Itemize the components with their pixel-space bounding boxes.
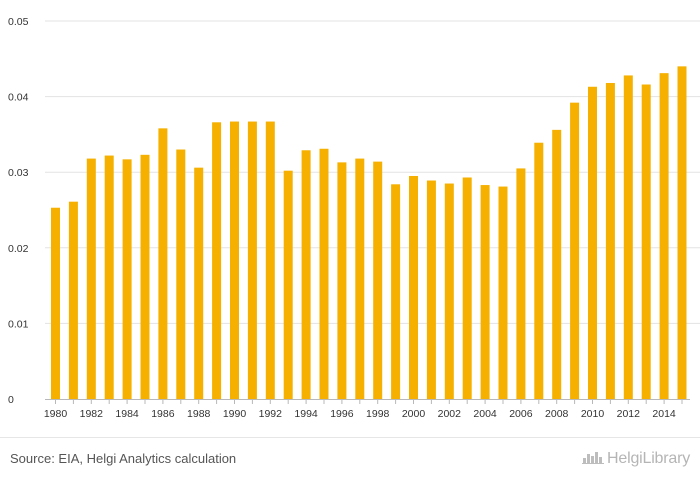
x-tick-label: 1982 [80, 408, 104, 420]
bar-2007[interactable] [534, 142, 544, 399]
x-tick-label: 1986 [151, 408, 175, 420]
library-icon [582, 448, 605, 469]
bar-2009[interactable] [570, 102, 580, 400]
x-tick-label: 1980 [44, 408, 68, 420]
bar-1990[interactable] [230, 121, 239, 400]
bar-2001[interactable] [426, 180, 436, 399]
bar-2015[interactable] [677, 66, 687, 400]
bars [51, 66, 687, 400]
bar-2011[interactable] [605, 82, 615, 400]
x-tick-label: 2012 [617, 408, 641, 420]
x-tick-label: 1998 [366, 408, 390, 420]
bar-1994[interactable] [301, 150, 311, 399]
y-tick-label: 0.02 [8, 243, 29, 255]
x-tick-label: 2014 [652, 408, 676, 420]
bar-1999[interactable] [391, 184, 401, 399]
bar-2000[interactable] [409, 175, 418, 399]
bar-1988[interactable] [194, 167, 204, 399]
bar-1991[interactable] [247, 121, 257, 400]
y-tick-label: 0.03 [8, 167, 29, 179]
bar-1987[interactable] [176, 149, 186, 399]
x-tick-label: 1996 [330, 408, 354, 420]
bar-1983[interactable] [104, 155, 114, 399]
y-tick-label: 0 [8, 394, 14, 406]
x-tick-label: 2000 [402, 408, 426, 420]
source-note: Source: EIA, Helgi Analytics calculation [10, 451, 237, 466]
brand-logo[interactable]: HelgiLibrary [582, 448, 690, 469]
x-tick-label: 2008 [545, 408, 569, 420]
footer-divider [0, 437, 700, 438]
bar-chart: 0 0.01 0.02 0.03 0.04 0.05 1980 1982 1984 1986 198… [8, 16, 700, 420]
x-tick-label: 2010 [581, 408, 605, 420]
bar-2008[interactable] [552, 129, 562, 400]
bar-2003[interactable] [462, 177, 472, 399]
chart-footer: Source: EIA, Helgi Analytics calculation… [0, 437, 700, 483]
x-tick-label: 2002 [438, 408, 462, 420]
bar-2005[interactable] [498, 186, 508, 399]
x-tick-label: 1990 [223, 408, 247, 420]
x-tick-label: 1994 [294, 408, 318, 420]
bar-1982[interactable] [86, 158, 96, 399]
bar-1986[interactable] [158, 128, 168, 399]
bar-1984[interactable] [122, 159, 132, 399]
bar-1995[interactable] [319, 148, 329, 399]
bar-2013[interactable] [641, 84, 651, 400]
bar-1989[interactable] [212, 122, 222, 400]
brand-name: HelgiLibrary [607, 449, 690, 467]
bar-2012[interactable] [623, 75, 633, 400]
x-tick-label: 1988 [187, 408, 211, 420]
bar-1981[interactable] [68, 201, 78, 399]
bar-2006[interactable] [516, 168, 526, 399]
axes: 0 0.01 0.02 0.03 0.04 0.05 1980 1982 1984 1986 198… [8, 16, 690, 420]
bar-1993[interactable] [283, 170, 293, 399]
bar-2014[interactable] [659, 73, 669, 399]
y-tick-label: 0.05 [8, 16, 29, 28]
x-tick-label: 1992 [259, 408, 283, 420]
y-tick-label: 0.01 [8, 318, 29, 330]
bar-2010[interactable] [588, 86, 597, 400]
bar-1985[interactable] [140, 154, 150, 399]
bar-1997[interactable] [355, 158, 365, 399]
bar-2004[interactable] [480, 185, 490, 399]
y-tick-label: 0.04 [8, 92, 29, 104]
bar-1992[interactable] [265, 121, 275, 400]
bar-1980[interactable] [51, 207, 60, 399]
bar-1996[interactable] [337, 162, 347, 399]
x-tick-label: 2004 [473, 408, 497, 420]
bar-1998[interactable] [373, 161, 383, 399]
x-tick-label: 1984 [115, 408, 139, 420]
bar-2002[interactable] [444, 183, 454, 399]
x-tick-label: 2006 [509, 408, 533, 420]
